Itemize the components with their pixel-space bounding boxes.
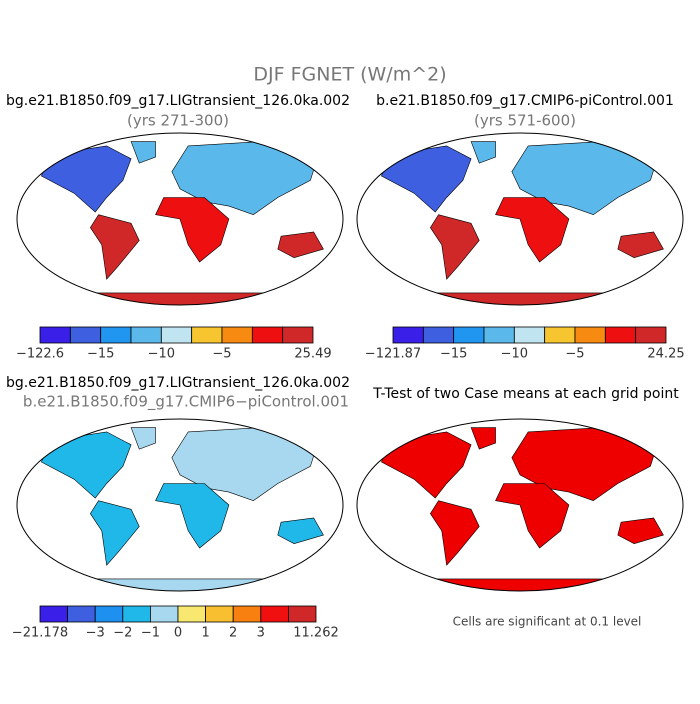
land: [381, 431, 472, 499]
map: [41, 427, 324, 591]
colorbar-label: 0: [174, 626, 182, 641]
map: [381, 141, 664, 305]
colorbar-label: 1: [201, 626, 209, 641]
colorbar-label: −5: [565, 347, 584, 362]
colorbar-box: [635, 326, 667, 344]
colorbar-label: −15: [87, 347, 114, 362]
panel-title: bg.e21.B1850.f09_g17.LIGtransient_126.0k…: [6, 375, 350, 391]
colorbar-label: −15: [440, 347, 467, 362]
land: [495, 197, 570, 263]
land: [470, 141, 496, 164]
land: [130, 141, 156, 164]
colorbar-label: −10: [148, 347, 175, 362]
land: [495, 483, 570, 549]
colorbar-label: 3: [257, 626, 265, 641]
colorbar-box: [392, 326, 424, 344]
colorbar-label: −2: [113, 626, 132, 641]
land: [41, 431, 132, 499]
land: [155, 197, 230, 263]
colorbar-box: [122, 605, 151, 623]
colorbar-label: −10: [501, 347, 528, 362]
map-border: [16, 418, 344, 592]
land: [89, 214, 140, 280]
map-border: [16, 132, 344, 306]
land: [155, 483, 230, 549]
land: [130, 427, 156, 450]
colorbar-label: 25.49: [294, 347, 331, 362]
colorbar-box: [221, 326, 253, 344]
colorbar-box: [251, 326, 284, 344]
colorbar-label: 11.262: [293, 626, 339, 641]
colorbar-box: [260, 605, 289, 623]
panel-subtitle: (yrs 571-600): [474, 112, 576, 130]
colorbar-box: [453, 326, 485, 344]
colorbar-box: [130, 326, 162, 344]
colorbar-label: −122.6: [16, 347, 64, 362]
colorbar-label: −3: [86, 626, 105, 641]
panel-title: T-Test of two Case means at each grid po…: [372, 386, 679, 402]
land: [429, 214, 480, 280]
land: [617, 517, 664, 545]
footnote: Cells are significant at 0.1 level: [453, 615, 642, 629]
panel-subtitle: b.e21.B1850.f09_g17.CMIP6−piControl.001: [23, 393, 349, 412]
figure-title: DJF FGNET (W/m^2): [253, 64, 446, 86]
land: [381, 145, 472, 213]
map-border: [356, 418, 684, 592]
panel-subtitle: (yrs 271-300): [127, 112, 229, 130]
land: [397, 578, 643, 591]
land: [41, 145, 132, 213]
colorbar-box: [544, 326, 576, 344]
panel-title: b.e21.B1850.f09_g17.CMIP6-piControl.001: [376, 93, 674, 109]
map: [41, 141, 324, 305]
colorbar-label: 24.25: [647, 347, 684, 362]
land: [397, 292, 643, 305]
colorbar-box: [39, 605, 69, 623]
colorbar-box: [422, 326, 455, 344]
map: [381, 427, 664, 591]
colorbar-box: [94, 605, 124, 623]
colorbar-box: [67, 605, 96, 623]
colorbar-box: [574, 326, 606, 344]
land: [57, 292, 303, 305]
colorbar-box: [282, 326, 314, 344]
colorbar-box: [149, 605, 179, 623]
land: [470, 427, 496, 450]
colorbar-box: [513, 326, 546, 344]
colorbar-box: [604, 326, 637, 344]
colorbar-label: 2: [229, 626, 237, 641]
land: [277, 231, 324, 259]
colorbar-box: [100, 326, 132, 344]
land: [57, 578, 303, 591]
colorbar-box: [39, 326, 71, 344]
colorbar-box: [287, 605, 317, 623]
colorbar-box: [177, 605, 207, 623]
colorbar-label: −1: [141, 626, 160, 641]
colorbar-label: −5: [212, 347, 231, 362]
land: [277, 517, 324, 545]
colorbar-box: [232, 605, 262, 623]
colorbar-label: −21.178: [12, 626, 68, 641]
colorbar-label: −121.87: [365, 347, 421, 362]
panel-title: bg.e21.B1850.f09_g17.LIGtransient_126.0k…: [6, 93, 350, 109]
map-border: [356, 132, 684, 306]
colorbar-box: [69, 326, 102, 344]
colorbar-box: [205, 605, 234, 623]
land: [617, 231, 664, 259]
colorbar-box: [483, 326, 515, 344]
colorbar-box: [191, 326, 223, 344]
colorbar-box: [160, 326, 193, 344]
land: [429, 500, 480, 566]
land: [89, 500, 140, 566]
